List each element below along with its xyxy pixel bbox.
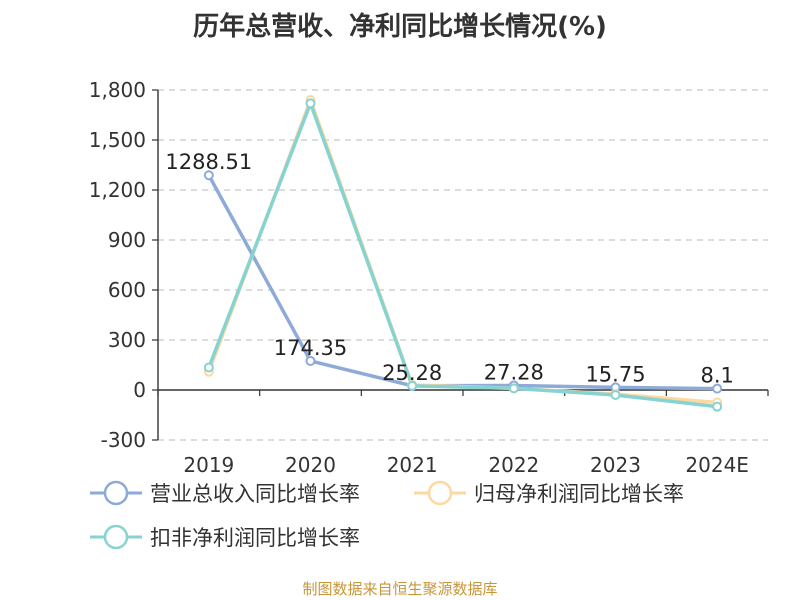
legend-swatch	[90, 524, 142, 550]
legend-label: 扣非净利润同比增长率	[150, 526, 360, 550]
y-tick-label: 1,500	[89, 128, 146, 152]
series-point-2	[712, 401, 723, 412]
series-line-2	[207, 101, 718, 409]
x-tick-label: 2023	[590, 453, 641, 477]
legend-item[interactable]: 营业总收入同比增长率	[88, 478, 360, 508]
source-note: 制图数据来自恒生聚源数据库	[302, 580, 498, 598]
x-tick-label: 2019	[183, 453, 234, 477]
y-tick-label: 1,200	[89, 178, 146, 202]
data-label: 15.75	[585, 362, 645, 386]
data-label: 174.35	[274, 336, 347, 360]
x-tick-label: 2024E	[685, 453, 749, 477]
data-labels: 1288.51 174.35 25.28 27.28 15.75 8.1	[165, 150, 733, 387]
y-axis-ticks: -300 0 300 600 900 1,200 1,500 1,800	[89, 78, 146, 452]
series-point-2	[407, 380, 418, 391]
y-tick-label: 300	[108, 328, 146, 352]
x-tick-label: 2021	[387, 453, 438, 477]
series-point-0	[305, 355, 316, 366]
legend-item[interactable]: 归母净利润同比增长率	[412, 478, 684, 508]
data-label: 8.1	[700, 364, 733, 388]
y-tick-label: 0	[133, 378, 146, 402]
y-tick-label: 600	[108, 278, 146, 302]
y-tick-label: -300	[101, 428, 146, 452]
series-point-2	[203, 362, 214, 373]
data-label: 27.28	[484, 360, 544, 384]
legend-swatch	[414, 480, 466, 506]
series-point-2	[305, 98, 316, 109]
series-point-0	[712, 383, 723, 394]
legend-label: 归母净利润同比增长率	[474, 482, 684, 506]
x-axis-ticks: 2019 2020 2021 2022 2023 2024E	[183, 453, 749, 477]
chart-title: 历年总营收、净利同比增长情况(%)	[193, 12, 607, 42]
legend-swatch	[90, 480, 142, 506]
x-tick-label: 2020	[285, 453, 336, 477]
y-tick-label: 900	[108, 228, 146, 252]
series-point-2	[610, 390, 621, 400]
series-lines	[207, 98, 718, 409]
data-label: 25.28	[382, 361, 442, 385]
legend-item[interactable]: 扣非净利润同比增长率	[88, 522, 360, 552]
axes	[152, 89, 769, 441]
x-tick-label: 2022	[488, 453, 539, 477]
data-label: 1288.51	[165, 150, 252, 174]
series-point-0	[203, 170, 214, 181]
series-points	[203, 95, 723, 412]
series-point-2	[508, 383, 519, 394]
legend-label: 营业总收入同比增长率	[150, 482, 360, 506]
y-tick-label: 1,800	[89, 78, 146, 102]
